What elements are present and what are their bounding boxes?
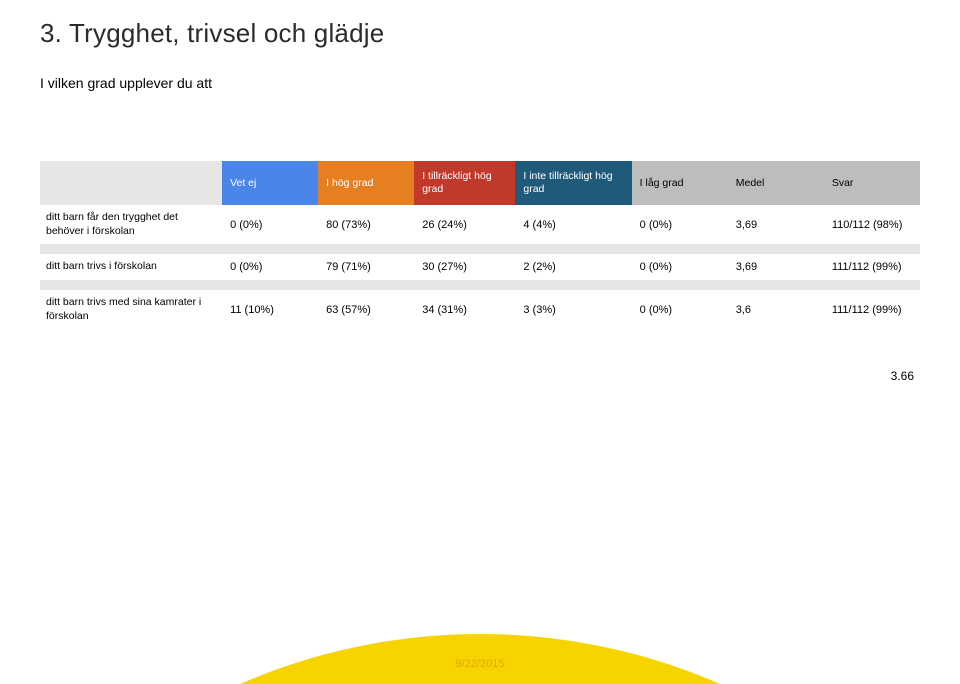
row-label: ditt barn trivs i förskolan xyxy=(40,249,222,285)
cell-inte: 3 (3%) xyxy=(515,285,631,329)
footer-date: 9/22/2015 xyxy=(0,658,960,670)
col-inte: I inte tillräckligt hög grad xyxy=(515,161,631,205)
cell-vet: 11 (10%) xyxy=(222,285,318,329)
cell-inte: 4 (4%) xyxy=(515,205,631,249)
cell-svar: 110/112 (98%) xyxy=(824,205,920,249)
col-till: I tillräckligt hög grad xyxy=(414,161,515,205)
page-title: 3. Trygghet, trivsel och glädje xyxy=(40,18,920,49)
col-hog: I hög grad xyxy=(318,161,414,205)
table-header-row: Vet ej I hög grad I tillräckligt hög gra… xyxy=(40,161,920,205)
cell-lag: 0 (0%) xyxy=(632,249,728,285)
survey-table: Vet ej I hög grad I tillräckligt hög gra… xyxy=(40,161,920,329)
cell-svar: 111/112 (99%) xyxy=(824,285,920,329)
table-row: ditt barn trivs i förskolan 0 (0%) 79 (7… xyxy=(40,249,920,285)
col-rowlabel xyxy=(40,161,222,205)
overall-average: 3.66 xyxy=(40,369,920,383)
row-label: ditt barn trivs med sina kamrater i förs… xyxy=(40,285,222,329)
col-svar: Svar xyxy=(824,161,920,205)
cell-lag: 0 (0%) xyxy=(632,285,728,329)
cell-vet: 0 (0%) xyxy=(222,205,318,249)
row-label: ditt barn får den trygghet det behöver i… xyxy=(40,205,222,249)
cell-till: 26 (24%) xyxy=(414,205,515,249)
cell-medel: 3,6 xyxy=(728,285,824,329)
table-row: ditt barn trivs med sina kamrater i förs… xyxy=(40,285,920,329)
page-subtitle: I vilken grad upplever du att xyxy=(40,75,920,91)
cell-hog: 79 (71%) xyxy=(318,249,414,285)
cell-lag: 0 (0%) xyxy=(632,205,728,249)
cell-hog: 80 (73%) xyxy=(318,205,414,249)
cell-medel: 3,69 xyxy=(728,205,824,249)
table-row: ditt barn får den trygghet det behöver i… xyxy=(40,205,920,249)
cell-medel: 3,69 xyxy=(728,249,824,285)
col-vet: Vet ej xyxy=(222,161,318,205)
cell-till: 30 (27%) xyxy=(414,249,515,285)
cell-hog: 63 (57%) xyxy=(318,285,414,329)
cell-inte: 2 (2%) xyxy=(515,249,631,285)
cell-vet: 0 (0%) xyxy=(222,249,318,285)
cell-till: 34 (31%) xyxy=(414,285,515,329)
cell-svar: 111/112 (99%) xyxy=(824,249,920,285)
page: 3. Trygghet, trivsel och glädje I vilken… xyxy=(0,0,960,684)
col-lag: I låg grad xyxy=(632,161,728,205)
col-medel: Medel xyxy=(728,161,824,205)
